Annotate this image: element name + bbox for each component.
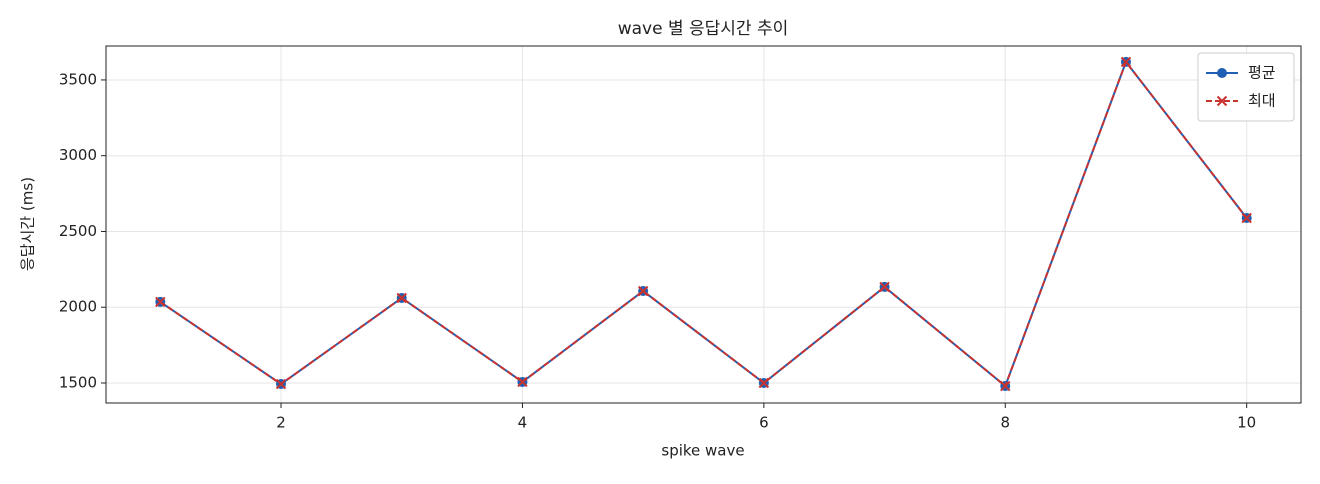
x-tick-label: 10 bbox=[1237, 414, 1256, 432]
plot-frame bbox=[105, 45, 1302, 404]
y-tick-label: 3500 bbox=[59, 70, 97, 88]
x-axis-label: spike wave bbox=[661, 442, 744, 460]
marker bbox=[637, 285, 649, 297]
chart-title: wave 별 응답시간 추이 bbox=[618, 19, 789, 39]
y-tick-label: 3000 bbox=[59, 146, 97, 164]
marker bbox=[155, 296, 166, 308]
legend-marker bbox=[1216, 95, 1228, 107]
marker bbox=[1120, 56, 1132, 68]
y-tick-label: 1500 bbox=[59, 373, 97, 391]
marker bbox=[879, 281, 890, 293]
legend-box bbox=[1197, 52, 1295, 122]
marker bbox=[758, 377, 770, 389]
legend-label: 평균 bbox=[1248, 64, 1276, 82]
marker bbox=[396, 292, 407, 304]
marker bbox=[517, 376, 528, 388]
marker bbox=[1000, 380, 1011, 392]
x-tick-label: 2 bbox=[276, 414, 286, 432]
x-tick-label: 4 bbox=[518, 414, 528, 432]
y-tick-label: 2500 bbox=[59, 222, 97, 240]
y-tick-label: 2000 bbox=[59, 298, 97, 316]
marker bbox=[1241, 212, 1252, 224]
y-axis-label: 응답시간 (ms) bbox=[19, 177, 37, 271]
marker bbox=[275, 378, 287, 390]
legend-label: 최대 bbox=[1248, 92, 1276, 110]
x-tick-label: 8 bbox=[1000, 414, 1010, 432]
series-line bbox=[159, 59, 1248, 388]
x-tick-label: 6 bbox=[759, 414, 769, 432]
legend-marker bbox=[1217, 68, 1227, 78]
